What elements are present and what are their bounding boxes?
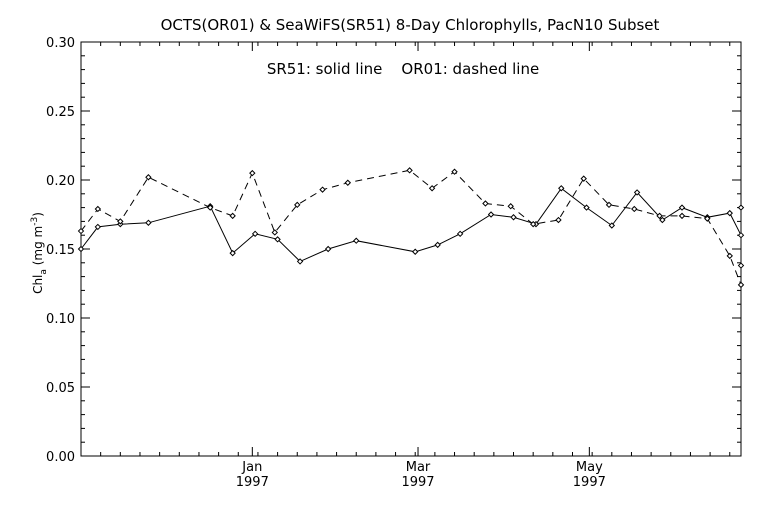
data-point xyxy=(271,229,278,236)
y-tick-label: 0.05 xyxy=(46,381,75,396)
data-point xyxy=(251,230,259,238)
svg-text:Chla (mg m-3): Chla (mg m-3) xyxy=(30,212,49,294)
data-point xyxy=(726,252,733,260)
data-point xyxy=(206,204,214,211)
data-point xyxy=(631,205,638,213)
data-point xyxy=(737,262,745,269)
y-axis-label-main: Chl xyxy=(31,275,45,294)
data-point xyxy=(678,212,686,220)
data-point xyxy=(726,209,733,217)
x-tick-label: Jan xyxy=(241,460,262,475)
data-point xyxy=(608,222,616,229)
data-point xyxy=(77,245,85,253)
data-point xyxy=(428,185,436,192)
data-point xyxy=(456,230,464,238)
data-point xyxy=(412,248,419,255)
x-tick-label: May xyxy=(576,460,603,475)
data-point xyxy=(605,201,613,209)
y-axis-label-sub: a xyxy=(39,269,49,275)
data-point xyxy=(510,214,517,221)
x-tick-year-label: 1997 xyxy=(401,475,434,490)
data-point xyxy=(344,179,352,186)
data-point xyxy=(737,204,745,211)
x-tick-year-label: 1997 xyxy=(573,475,606,490)
y-tick-label: 0.30 xyxy=(46,36,75,51)
chart-title: OCTS(OR01) & SeaWiFS(SR51) 8-Day Chlorop… xyxy=(161,16,660,34)
y-axis-label: Chla (mg m-3) xyxy=(30,212,49,294)
data-point xyxy=(704,215,711,222)
data-point xyxy=(229,249,236,257)
data-point xyxy=(296,258,304,265)
data-point xyxy=(487,211,495,218)
data-point xyxy=(434,241,441,249)
data-point xyxy=(324,245,332,253)
y-axis-label-close: ) xyxy=(31,212,45,217)
series-layer xyxy=(77,167,745,289)
data-point xyxy=(482,200,489,207)
y-tick-label: 0.10 xyxy=(46,312,75,327)
data-point xyxy=(583,204,590,211)
data-point xyxy=(274,236,281,243)
data-point xyxy=(249,169,256,177)
series-line-sr51 xyxy=(80,187,742,262)
y-tick-label: 0.20 xyxy=(46,174,75,189)
data-point xyxy=(145,174,152,181)
data-point xyxy=(656,212,663,220)
y-tick-label: 0.00 xyxy=(46,450,75,465)
data-point xyxy=(353,237,360,244)
data-point xyxy=(229,212,236,220)
data-point xyxy=(580,175,587,182)
data-point xyxy=(507,203,514,210)
data-point xyxy=(678,204,686,211)
series-line-or01 xyxy=(80,169,742,286)
data-point xyxy=(558,185,565,192)
data-point xyxy=(737,281,745,289)
data-point xyxy=(77,227,85,235)
y-axis-label-sup: -3 xyxy=(30,217,40,226)
data-point xyxy=(529,220,537,228)
data-point xyxy=(555,216,562,224)
data-point xyxy=(633,189,641,196)
data-point xyxy=(117,218,124,225)
data-point xyxy=(451,168,458,175)
y-tick-label: 0.15 xyxy=(46,243,75,258)
data-point xyxy=(145,219,152,226)
data-point xyxy=(659,216,666,224)
data-point xyxy=(294,201,301,209)
data-point xyxy=(319,186,326,193)
plot-frame xyxy=(80,41,742,457)
legend-annotation: SR51: solid line OR01: dashed line xyxy=(267,60,539,78)
data-point xyxy=(94,205,102,213)
x-tick-label: Mar xyxy=(406,460,431,475)
data-point xyxy=(737,231,745,239)
data-point xyxy=(406,167,413,174)
y-axis: 0.00 0.05 0.10 0.15 0.20 0.25 0.30 xyxy=(46,36,741,465)
y-tick-label: 0.25 xyxy=(46,105,75,120)
series-sr51 xyxy=(77,185,745,265)
data-point xyxy=(94,223,102,231)
x-tick-year-label: 1997 xyxy=(236,475,269,490)
series-or01 xyxy=(77,167,745,289)
y-axis-label-unit: (mg m xyxy=(31,226,45,266)
